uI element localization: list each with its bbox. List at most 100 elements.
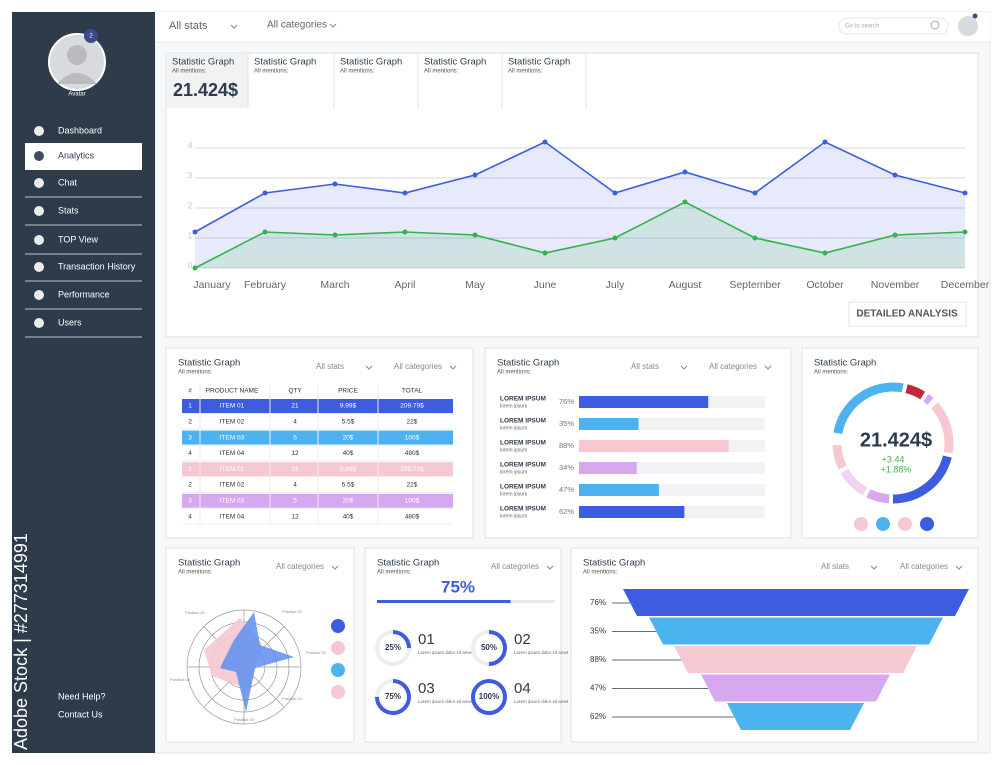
contact-link[interactable]: Contact Us: [58, 709, 103, 719]
legend-dot[interactable]: [854, 517, 868, 531]
search-icon: [930, 20, 940, 30]
donut-segment: [923, 394, 934, 405]
avatar-label: Avatar: [68, 92, 85, 98]
dropdown[interactable]: All categories: [900, 562, 948, 571]
legend-dot[interactable]: [331, 685, 345, 699]
menu-item[interactable]: Analytics: [58, 150, 95, 160]
panel-title: Statistic Graph: [583, 558, 645, 569]
table-cell: 100$: [405, 498, 420, 505]
legend-dot[interactable]: [331, 619, 345, 633]
table-cell: 4: [188, 450, 192, 457]
table-cell: 2: [188, 482, 192, 489]
table-cell: 2: [188, 419, 192, 426]
panel-subtitle: All mentions:: [377, 570, 412, 576]
chevron: [764, 365, 772, 370]
menu-item[interactable]: Users: [58, 317, 82, 327]
point: [682, 199, 688, 205]
dropdown[interactable]: All categories: [491, 562, 539, 571]
item-number: 01: [418, 631, 435, 648]
bar-value-label: 34%: [559, 463, 574, 472]
tab-title[interactable]: Statistic Graph: [172, 57, 234, 68]
detail-button[interactable]: [848, 301, 967, 327]
dropdown[interactable]: All categories: [709, 362, 757, 371]
radar-axis-label: Position 03: [306, 650, 327, 655]
x-tick-label: October: [806, 279, 844, 291]
menu-item[interactable]: Performance: [58, 289, 110, 299]
table-cell: ITEM 01: [220, 403, 245, 410]
series-line: [194, 141, 966, 233]
menu-active: [25, 143, 142, 170]
x-tick-label: April: [394, 279, 415, 291]
tab-title[interactable]: Statistic Graph: [254, 57, 316, 68]
avatar-body: [57, 73, 97, 84]
item-number: 04: [514, 680, 531, 697]
dropdown[interactable]: All categories: [394, 362, 442, 371]
point: [542, 139, 548, 145]
table-cell: 9.99$: [340, 403, 357, 410]
y-tick-label: 1: [187, 230, 192, 240]
menu-item[interactable]: Dashboard: [58, 125, 102, 135]
donut-segment: [892, 455, 952, 504]
x-tick-label: November: [871, 279, 920, 291]
dropdown[interactable]: All stats: [631, 362, 659, 371]
dropdown[interactable]: All stats: [316, 362, 344, 371]
point: [682, 169, 688, 175]
bar-sublabel: lorem ipsum: [500, 425, 527, 431]
menu-item[interactable]: Transaction History: [58, 261, 136, 271]
dropdown[interactable]: All stats: [821, 562, 849, 571]
funnel-label: 35%: [590, 627, 606, 636]
menu-item[interactable]: Stats: [58, 205, 79, 215]
badge-count: 2: [89, 34, 93, 40]
legend-dot[interactable]: [331, 663, 345, 677]
column-header: #: [188, 388, 192, 395]
series-area: [195, 202, 965, 268]
detail-button-label[interactable]: DETAILED ANALYSIS: [856, 309, 958, 320]
menu-icon: [34, 290, 44, 300]
x-tick-label: August: [669, 279, 702, 291]
table-cell: ITEM 02: [220, 419, 245, 426]
bar-sublabel: lorem ipsum: [500, 513, 527, 519]
dropdown[interactable]: All categories: [276, 562, 324, 571]
tab-active[interactable]: [166, 53, 248, 108]
legend-dot[interactable]: [920, 517, 934, 531]
bar-sublabel: lorem ipsum: [500, 491, 527, 497]
ring-progress: [471, 630, 507, 666]
table-cell: 480$: [405, 513, 420, 520]
tab-title[interactable]: Statistic Graph: [508, 57, 570, 68]
tab-title[interactable]: Statistic Graph: [340, 57, 402, 68]
table-cell: ITEM 04: [220, 513, 245, 520]
y-tick-label: 0: [187, 260, 192, 270]
bar-label: LOREM IPSUM: [500, 396, 546, 403]
table-cell: 22$: [407, 419, 418, 426]
chevron: [680, 365, 688, 370]
donut-segment: [866, 489, 890, 504]
menu-item[interactable]: TOP View: [58, 234, 99, 244]
donut-percent: +1.88%: [881, 464, 912, 474]
tab-title[interactable]: Statistic Graph: [424, 57, 486, 68]
funnel-layer: [649, 617, 943, 645]
radar-axis-label: Position 02: [282, 609, 303, 614]
item-text: Lorem ipsum dolor sit amet: [514, 650, 569, 655]
search-box[interactable]: [838, 17, 949, 35]
legend-dot[interactable]: [876, 517, 890, 531]
categories-dropdown[interactable]: All categories: [267, 20, 327, 31]
badge: [84, 29, 98, 43]
radar-axis-label: Position 04: [282, 696, 303, 701]
menu-item[interactable]: Chat: [58, 177, 78, 187]
bar-value-label: 47%: [559, 485, 574, 494]
bar-sublabel: lorem ipsum: [500, 469, 527, 475]
user-avatar[interactable]: [956, 14, 980, 38]
legend-dot[interactable]: [898, 517, 912, 531]
bar-sublabel: lorem ipsum: [500, 403, 527, 409]
stats-dropdown[interactable]: All stats: [169, 20, 208, 32]
legend-dot[interactable]: [331, 641, 345, 655]
panel-subtitle: All mentions:: [178, 570, 213, 576]
bar-value-label: 88%: [559, 441, 574, 450]
bar-label: LOREM IPSUM: [500, 484, 546, 491]
tab-subtitle: All mentions:: [172, 69, 207, 75]
panel-title: Statistic Graph: [497, 358, 559, 369]
menu-icon: [34, 178, 44, 188]
x-tick-label: May: [465, 279, 486, 291]
help-link[interactable]: Need Help?: [58, 691, 106, 701]
table-cell: 5.5$: [342, 419, 355, 426]
